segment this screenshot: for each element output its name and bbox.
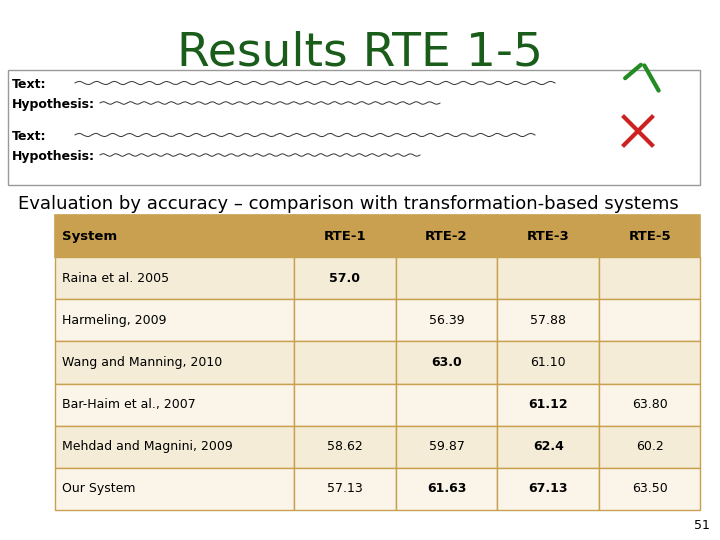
Text: 57.13: 57.13 xyxy=(327,482,362,495)
Text: 51: 51 xyxy=(694,519,710,532)
Text: 61.12: 61.12 xyxy=(528,398,568,411)
Bar xyxy=(599,257,700,299)
Bar xyxy=(55,299,294,341)
Bar xyxy=(395,468,498,510)
Text: 60.2: 60.2 xyxy=(636,440,664,453)
Text: RTE-3: RTE-3 xyxy=(527,230,570,242)
Text: Wang and Manning, 2010: Wang and Manning, 2010 xyxy=(62,356,222,369)
Bar xyxy=(498,383,599,426)
Bar xyxy=(599,215,700,257)
Bar xyxy=(294,426,395,468)
Bar xyxy=(395,383,498,426)
Bar xyxy=(395,257,498,299)
Text: 61.10: 61.10 xyxy=(531,356,566,369)
Bar xyxy=(599,341,700,383)
Bar xyxy=(395,215,498,257)
Bar xyxy=(294,383,395,426)
Bar xyxy=(294,299,395,341)
Text: RTE-1: RTE-1 xyxy=(323,230,366,242)
Bar xyxy=(8,70,700,185)
Bar xyxy=(498,299,599,341)
Bar xyxy=(55,468,294,510)
Text: Harmeling, 2009: Harmeling, 2009 xyxy=(62,314,166,327)
Text: 62.4: 62.4 xyxy=(533,440,564,453)
Bar xyxy=(294,215,395,257)
Bar xyxy=(498,341,599,383)
Bar xyxy=(599,426,700,468)
Bar xyxy=(498,426,599,468)
Bar xyxy=(498,468,599,510)
Bar xyxy=(55,341,294,383)
Text: 57.0: 57.0 xyxy=(329,272,360,285)
Text: RTE-2: RTE-2 xyxy=(426,230,468,242)
Bar xyxy=(55,257,294,299)
Text: Hypothesis:: Hypothesis: xyxy=(12,98,95,111)
Bar xyxy=(599,468,700,510)
Text: 63.80: 63.80 xyxy=(632,398,667,411)
Text: Results RTE 1-5: Results RTE 1-5 xyxy=(177,30,543,75)
Text: Bar-Haim et al., 2007: Bar-Haim et al., 2007 xyxy=(62,398,196,411)
Bar xyxy=(294,468,395,510)
Text: 59.87: 59.87 xyxy=(428,440,464,453)
Bar xyxy=(395,299,498,341)
Bar xyxy=(498,257,599,299)
Bar xyxy=(55,215,294,257)
Text: Evaluation by accuracy – comparison with transformation-based systems: Evaluation by accuracy – comparison with… xyxy=(18,195,679,213)
Text: 58.62: 58.62 xyxy=(327,440,362,453)
Bar xyxy=(294,257,395,299)
Bar xyxy=(599,383,700,426)
Bar xyxy=(55,426,294,468)
Text: 63.0: 63.0 xyxy=(431,356,462,369)
Text: Our System: Our System xyxy=(62,482,135,495)
Bar xyxy=(395,426,498,468)
Text: Mehdad and Magnini, 2009: Mehdad and Magnini, 2009 xyxy=(62,440,233,453)
Bar xyxy=(498,215,599,257)
Text: System: System xyxy=(62,230,117,242)
Text: 63.50: 63.50 xyxy=(632,482,667,495)
Bar xyxy=(395,341,498,383)
Bar xyxy=(55,383,294,426)
Text: Raina et al. 2005: Raina et al. 2005 xyxy=(62,272,169,285)
Text: 61.63: 61.63 xyxy=(427,482,467,495)
Text: 57.88: 57.88 xyxy=(531,314,567,327)
Text: Text:: Text: xyxy=(12,130,47,143)
Bar xyxy=(294,341,395,383)
Text: Hypothesis:: Hypothesis: xyxy=(12,150,95,163)
Text: Text:: Text: xyxy=(12,78,47,91)
Text: 67.13: 67.13 xyxy=(528,482,568,495)
Text: 56.39: 56.39 xyxy=(428,314,464,327)
Bar xyxy=(599,299,700,341)
Text: RTE-5: RTE-5 xyxy=(629,230,671,242)
